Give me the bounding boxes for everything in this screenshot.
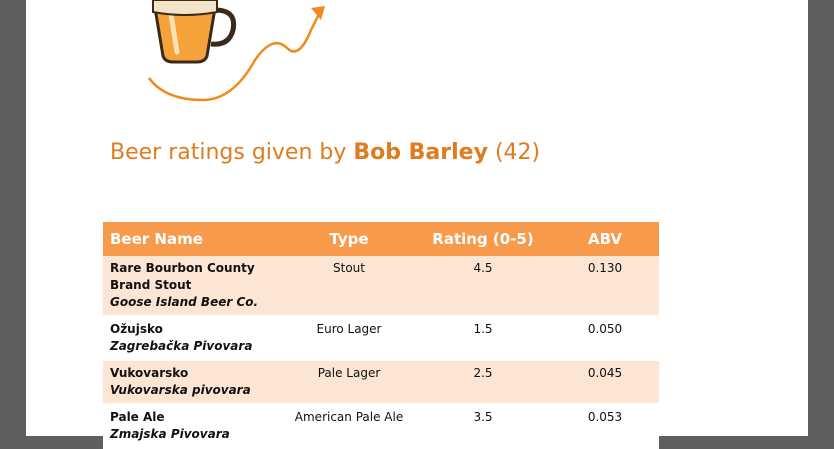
header-abv: ABV: [551, 222, 659, 256]
beer-cell: Ožujsko Zagrebačka Pivovara: [103, 316, 283, 360]
title-prefix: Beer ratings given by: [110, 140, 354, 165]
brewery-name: Zmajska Pivovara: [110, 427, 230, 441]
beer-mug-logo: [147, 0, 325, 102]
brewery-name: Vukovarska pivovara: [110, 383, 251, 397]
beer-name: Rare Bourbon County Brand Stout: [110, 261, 255, 292]
type-cell: Euro Lager: [283, 316, 415, 360]
table-row: Pale Ale Zmajska Pivovara American Pale …: [103, 404, 659, 448]
table-header-row: Beer Name Type Rating (0-5) ABV: [103, 222, 659, 256]
header-beer-name: Beer Name: [103, 222, 283, 256]
brewery-name: Zagrebačka Pivovara: [110, 339, 253, 353]
beer-cell: Vukovarsko Vukovarska pivovara: [103, 360, 283, 404]
type-cell: American Pale Ale: [283, 404, 415, 448]
document-page: Beer ratings given by Bob Barley (42) Be…: [26, 0, 808, 448]
beer-name: Pale Ale: [110, 410, 165, 424]
page-title: Beer ratings given by Bob Barley (42): [110, 140, 540, 165]
rating-cell: 3.5: [415, 404, 551, 448]
abv-cell: 0.045: [551, 360, 659, 404]
beer-name: Vukovarsko: [110, 366, 189, 380]
header-type: Type: [283, 222, 415, 256]
beer-cell: Pale Ale Zmajska Pivovara: [103, 404, 283, 448]
abv-cell: 0.130: [551, 256, 659, 316]
table-row: Ožujsko Zagrebačka Pivovara Euro Lager 1…: [103, 316, 659, 360]
table-row: Vukovarsko Vukovarska pivovara Pale Lage…: [103, 360, 659, 404]
rating-count: (42): [494, 140, 541, 165]
rating-cell: 1.5: [415, 316, 551, 360]
abv-cell: 0.053: [551, 404, 659, 448]
ratings-table: Beer Name Type Rating (0-5) ABV Rare Bou…: [103, 222, 659, 449]
brewery-name: Goose Island Beer Co.: [110, 295, 259, 309]
table-row: Rare Bourbon County Brand Stout Goose Is…: [103, 256, 659, 316]
header-rating: Rating (0-5): [415, 222, 551, 256]
beer-name: Ožujsko: [110, 322, 163, 336]
type-cell: Stout: [283, 256, 415, 316]
beer-cell: Rare Bourbon County Brand Stout Goose Is…: [103, 256, 283, 316]
user-name: Bob Barley: [353, 140, 488, 165]
rating-cell: 4.5: [415, 256, 551, 316]
rating-cell: 2.5: [415, 360, 551, 404]
abv-cell: 0.050: [551, 316, 659, 360]
type-cell: Pale Lager: [283, 360, 415, 404]
